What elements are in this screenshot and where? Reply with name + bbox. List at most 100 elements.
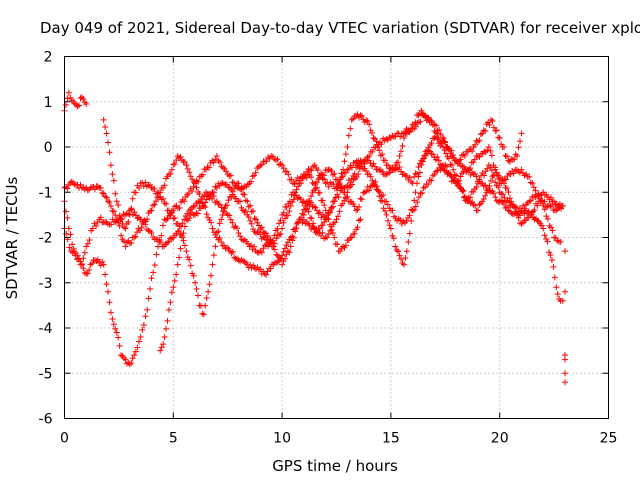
data-point (187, 173, 194, 180)
data-point (550, 263, 557, 270)
data-point (418, 162, 425, 169)
data-point (228, 186, 235, 193)
data-point (118, 216, 125, 223)
data-point (69, 241, 76, 248)
data-point (97, 262, 104, 269)
data-point (496, 198, 503, 205)
data-point (532, 187, 539, 194)
data-point (351, 170, 358, 177)
y-tick-label: 0 (44, 140, 53, 156)
data-point (324, 215, 331, 222)
data-point (551, 274, 558, 281)
data-point (237, 233, 244, 240)
data-point (326, 209, 333, 216)
data-point (180, 230, 187, 237)
data-point (216, 220, 223, 227)
data-point (559, 297, 566, 304)
data-point (443, 163, 450, 170)
data-point (402, 255, 409, 262)
data-point (392, 243, 399, 250)
data-point (412, 189, 419, 196)
data-point (313, 179, 320, 186)
data-point (252, 216, 259, 223)
data-point (136, 184, 143, 191)
data-point (377, 167, 384, 174)
data-point (188, 187, 195, 194)
data-point (102, 271, 109, 278)
data-point (480, 196, 487, 203)
data-point (230, 224, 237, 231)
data-point (358, 113, 365, 120)
data-point (210, 189, 217, 196)
data-point (76, 102, 83, 109)
data-point (431, 134, 438, 141)
data-point (66, 244, 73, 251)
data-point (321, 218, 328, 225)
data-point (164, 215, 171, 222)
data-point (290, 234, 297, 241)
data-point (476, 201, 483, 208)
data-point (309, 223, 316, 230)
data-point (438, 139, 445, 146)
data-point (306, 197, 313, 204)
data-point (363, 117, 370, 124)
data-point (254, 219, 261, 226)
data-point (145, 295, 152, 302)
data-point (358, 196, 365, 203)
data-point (441, 147, 448, 154)
data-point (348, 175, 355, 182)
data-points (61, 89, 568, 386)
data-point (331, 198, 338, 205)
data-point (168, 289, 175, 296)
data-point (74, 103, 81, 110)
data-point (267, 265, 274, 272)
data-point (469, 169, 476, 176)
y-tick-label: -2 (39, 231, 53, 247)
data-point (139, 220, 146, 227)
data-point (406, 174, 413, 181)
data-point (248, 178, 255, 185)
data-point (67, 231, 74, 238)
data-point (379, 198, 386, 205)
data-point (528, 209, 535, 216)
data-point (518, 220, 525, 227)
data-point (235, 180, 242, 187)
data-point (168, 236, 175, 243)
data-point (210, 252, 217, 259)
data-point (179, 234, 186, 241)
data-point (134, 229, 141, 236)
data-point (409, 207, 416, 214)
data-point (474, 207, 481, 214)
data-point (144, 216, 151, 223)
data-point (238, 186, 245, 193)
data-point (159, 222, 166, 229)
data-point (223, 202, 230, 209)
data-point (209, 261, 216, 268)
data-point (106, 149, 113, 156)
data-point (132, 189, 139, 196)
data-point (526, 198, 533, 205)
data-point (319, 171, 326, 178)
data-point (94, 183, 101, 190)
data-point (308, 193, 315, 200)
data-point (288, 176, 295, 183)
data-point (319, 229, 326, 236)
data-point (534, 202, 541, 209)
data-point (303, 174, 310, 181)
data-point (122, 225, 129, 232)
data-point (252, 229, 259, 236)
data-point (344, 144, 351, 150)
data-point (393, 247, 400, 254)
data-point (434, 154, 441, 161)
data-point (208, 190, 215, 197)
data-point (399, 260, 406, 267)
data-point (293, 225, 300, 232)
data-point (561, 248, 568, 255)
data-point (476, 176, 483, 183)
data-point (299, 199, 306, 206)
data-point (314, 167, 321, 174)
data-point (139, 326, 146, 333)
data-point (307, 214, 314, 221)
data-point (366, 187, 373, 194)
data-point (421, 112, 428, 119)
